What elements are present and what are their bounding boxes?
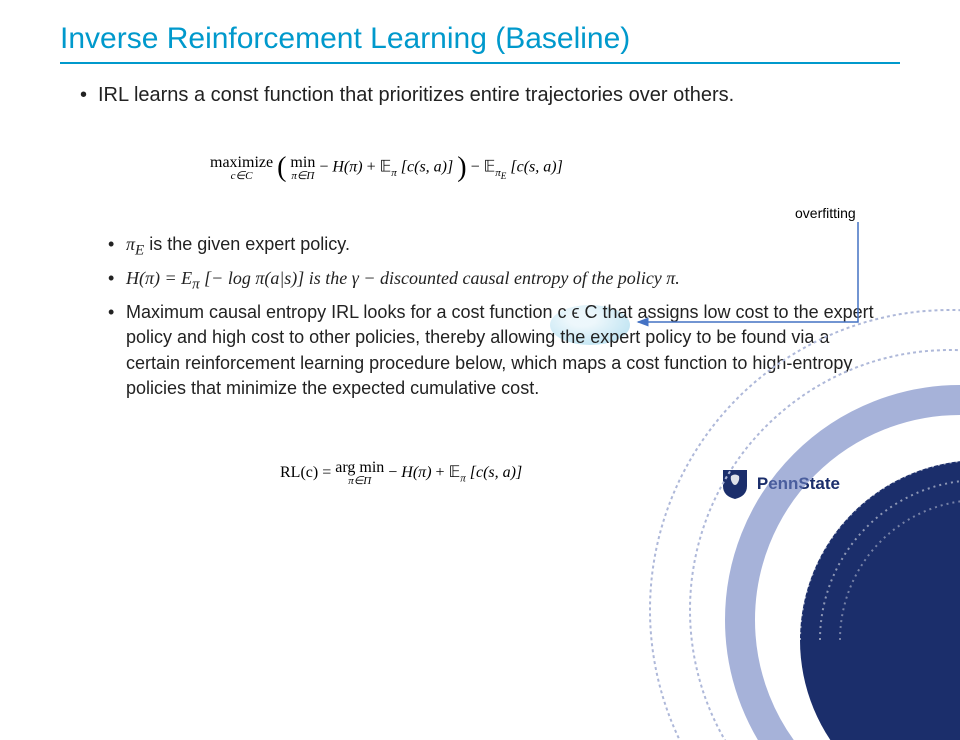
equation-rl: RL(c) = arg min π∈Π − H(π) + 𝔼π [c(s, a)…: [280, 460, 522, 487]
paren-close: ): [457, 152, 466, 183]
maximize-text: maximize: [210, 155, 273, 171]
argmin-operator: arg min π∈Π: [335, 460, 384, 487]
bullet-dot: •: [108, 232, 126, 262]
sb2-sub: π: [192, 276, 200, 292]
main-bullet: •IRL learns a const function that priori…: [80, 82, 900, 109]
penn-state-text: PennState: [757, 474, 840, 494]
bullet-dot: •: [108, 300, 126, 402]
main-bullet-text: IRL learns a const function that priorit…: [98, 84, 734, 106]
piE-symbol: π: [126, 234, 135, 254]
sub-bullet-3-text: Maximum causal entropy IRL looks for a c…: [126, 300, 888, 402]
sub-bullet-list: • πE is the given expert policy. • H(π) …: [108, 232, 888, 406]
equation-maxent-irl: maximize c∈C ( min π∈Π − H(π) + 𝔼π [c(s,…: [210, 152, 563, 184]
sub-bullet-1-text: πE is the given expert policy.: [126, 232, 888, 262]
sub-bullet-2-text: H(π) = Eπ [− log π(a|s)] is the γ − disc…: [126, 266, 888, 296]
eq1-minus1: −: [319, 159, 332, 176]
maximize-operator: maximize c∈C: [210, 155, 273, 182]
eq2-RL: RL(c) =: [280, 464, 335, 481]
eq1-bracket2: [c(s, a)]: [510, 159, 562, 176]
argmin-text: arg min: [335, 460, 384, 476]
eq1-bracket1: [c(s, a)]: [401, 159, 453, 176]
eq1-E2: 𝔼: [484, 159, 496, 176]
bullet-dot: •: [108, 266, 126, 296]
min-text: min: [290, 155, 315, 171]
sb2-mid: [− log π(a|s)] is the γ − discounted cau…: [200, 268, 680, 288]
eq2-E-sub: π: [460, 472, 466, 484]
bullet-dot: •: [80, 82, 98, 109]
penn-state-logo: PennState: [721, 468, 840, 500]
slide-title: Inverse Reinforcement Learning (Baseline…: [60, 22, 630, 56]
shield-icon: [721, 468, 749, 500]
eq2-plus: +: [436, 464, 449, 481]
eq2-minus: −: [388, 464, 401, 481]
paren-open: (: [277, 152, 286, 183]
argmin-sub: π∈Π: [335, 476, 384, 487]
sub-bullet-1: • πE is the given expert policy.: [108, 232, 888, 262]
eq2-E: 𝔼: [449, 464, 461, 481]
maximize-sub: c∈C: [210, 171, 273, 182]
sb1-rest: is the given expert policy.: [144, 234, 350, 254]
eq1-E1-sub: π: [391, 167, 397, 179]
eq1-plus: +: [367, 159, 380, 176]
eq1-H: H(π): [332, 159, 362, 176]
title-underline: [60, 62, 900, 64]
eq1-E2-sub2: E: [501, 171, 507, 181]
eq2-H: H(π): [401, 464, 431, 481]
eq1-minus2: −: [471, 159, 484, 176]
eq2-bracket: [c(s, a)]: [470, 464, 522, 481]
sub-bullet-2: • H(π) = Eπ [− log π(a|s)] is the γ − di…: [108, 266, 888, 296]
min-sub: π∈Π: [290, 171, 315, 182]
piE-sub: E: [135, 243, 144, 259]
eq1-E1: 𝔼: [380, 159, 392, 176]
min-operator: min π∈Π: [290, 155, 315, 182]
sb2-H: H(π) = E: [126, 268, 192, 288]
sub-bullet-3: • Maximum causal entropy IRL looks for a…: [108, 300, 888, 402]
overfitting-label: overfitting: [795, 205, 856, 221]
